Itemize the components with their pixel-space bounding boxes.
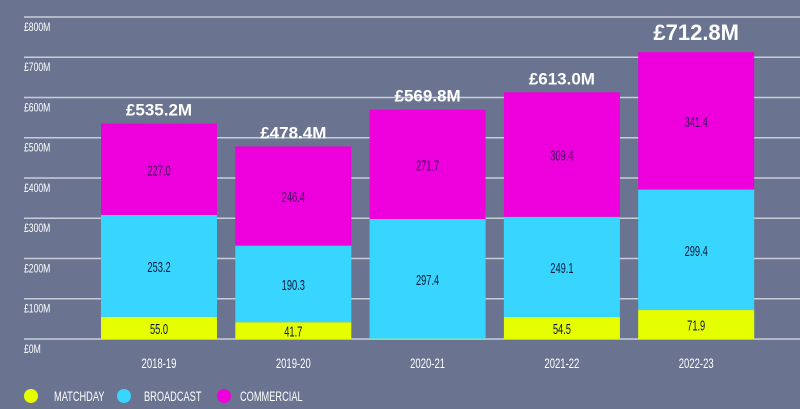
bar-broadcast — [235, 245, 352, 323]
total-label: £613.0M — [529, 69, 595, 88]
legend-label: MATCHDAY — [54, 388, 105, 405]
data-label: 271.7 — [416, 157, 439, 174]
bar-commercial — [503, 92, 620, 217]
legend-label: COMMERCIAL — [240, 388, 303, 405]
x-tick-label: 2022-23 — [679, 355, 714, 371]
total-label: £569.8M — [395, 87, 461, 106]
bar-broadcast — [503, 216, 620, 318]
x-tick-label: 2018-19 — [142, 355, 177, 371]
data-label: 71.9 — [687, 317, 705, 334]
bar-broadcast — [638, 189, 755, 311]
legend-swatch-broadcast — [117, 389, 131, 403]
data-label: 54.5 — [553, 321, 571, 338]
data-label: 249.1 — [550, 260, 573, 277]
y-tick-label: £0M — [24, 344, 41, 357]
total-label: £535.2M — [126, 101, 192, 120]
data-label: 246.4 — [282, 189, 305, 206]
y-tick-label: £700M — [24, 62, 50, 75]
bar-commercial — [638, 52, 755, 190]
legend-swatch-matchday — [24, 389, 38, 403]
bar-matchday — [369, 338, 486, 340]
total-label: £478.4M — [260, 123, 326, 142]
bar-commercial — [101, 123, 217, 215]
bar-matchday — [503, 317, 620, 339]
bar-matchday — [235, 322, 352, 339]
y-tick-label: £200M — [24, 263, 50, 276]
data-label: 227.0 — [147, 162, 170, 179]
y-tick-label: £400M — [24, 183, 50, 196]
data-label: 299.4 — [685, 243, 708, 260]
bar-broadcast — [369, 219, 486, 339]
bar-matchday — [638, 310, 755, 339]
legend-label: BROADCAST — [144, 388, 202, 405]
data-label: 41.7 — [284, 323, 302, 340]
x-tick-label: 2021-22 — [544, 355, 579, 371]
y-tick-label: £600M — [24, 102, 50, 115]
y-tick-label: £800M — [24, 22, 50, 35]
y-tick-label: £300M — [24, 223, 50, 236]
data-label: 253.2 — [147, 259, 170, 276]
data-label: 309.4 — [550, 147, 573, 164]
total-label: £712.8M — [653, 20, 739, 45]
x-tick-label: 2019-20 — [276, 355, 311, 371]
data-label: 190.3 — [282, 277, 305, 294]
bar-broadcast — [101, 214, 217, 317]
data-label: 55.0 — [150, 321, 168, 338]
legend-swatch-commercial — [217, 389, 231, 403]
y-tick-label: £500M — [24, 143, 50, 156]
bar-commercial — [235, 146, 352, 246]
data-label: 297.4 — [416, 272, 439, 289]
x-tick-label: 2020-21 — [410, 355, 445, 371]
data-label: 341.4 — [685, 114, 708, 131]
bar-commercial — [369, 109, 486, 220]
bar-matchday — [101, 316, 217, 339]
y-tick-label: £100M — [24, 304, 50, 317]
